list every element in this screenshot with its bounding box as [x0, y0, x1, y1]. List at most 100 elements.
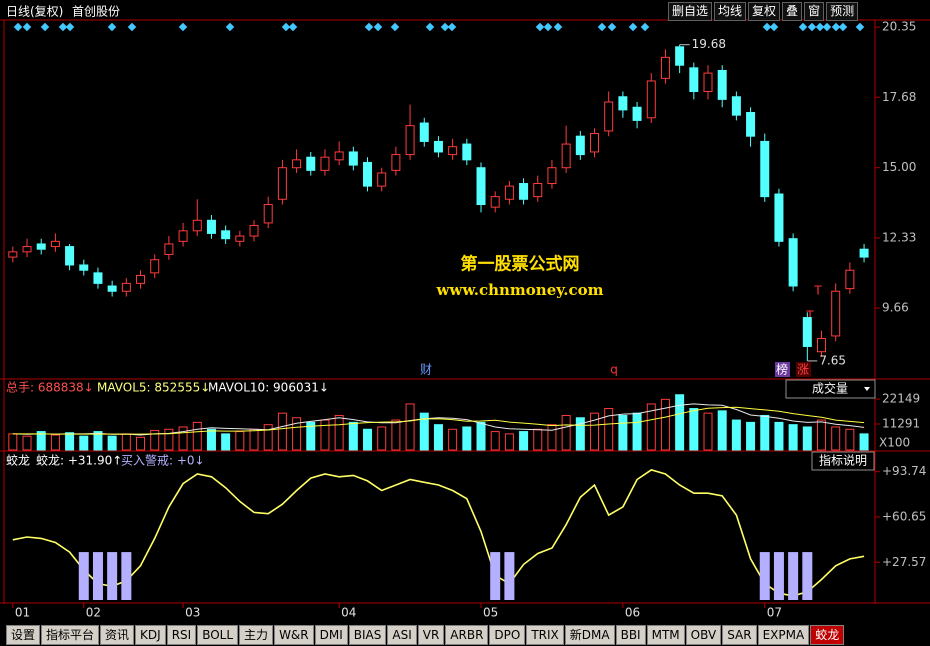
tab[interactable]: TRIX	[526, 625, 564, 645]
tab[interactable]: ARBR	[445, 625, 489, 645]
series-line	[12, 469, 865, 597]
toolbar-button[interactable]: 叠	[782, 2, 803, 21]
signal-icon	[225, 22, 235, 32]
toolbar-button[interactable]: 均线	[714, 2, 747, 21]
tab[interactable]: 蛟龙	[810, 625, 845, 645]
tab[interactable]: RSI	[166, 625, 197, 645]
tab[interactable]: BBI	[615, 625, 646, 645]
dropdown-label[interactable]: 成交量	[812, 381, 848, 396]
volume-bar	[462, 426, 472, 451]
volume-bar	[249, 428, 259, 451]
y-tick-label: 20.35	[882, 20, 916, 34]
volume-bar	[476, 421, 486, 451]
marker: q	[610, 363, 618, 377]
volume-bar	[448, 428, 458, 451]
signal-icon	[769, 22, 779, 32]
dropdown[interactable]	[785, 379, 876, 399]
legend-item: 蛟龙: +31.90↑	[36, 453, 122, 468]
button-label[interactable]: 指标说明	[819, 453, 867, 468]
candle-body	[93, 272, 103, 284]
volume-bar	[79, 435, 89, 451]
volume-bar	[263, 424, 273, 451]
candle-body	[760, 140, 770, 198]
volume-bar	[675, 394, 685, 451]
tab-bar: 设置 指标平台 资讯 KDJ RSI BOLL 主力 W&R DMI BIAS ASI VR ARBR D…	[6, 625, 845, 645]
candle-body	[150, 259, 160, 274]
toolbar-button[interactable]: 删自选	[668, 2, 713, 21]
signal-bar	[773, 552, 784, 600]
candle-body	[575, 135, 585, 156]
candle-body	[774, 193, 784, 242]
button[interactable]	[811, 451, 875, 471]
toolbar-button[interactable]: 复权	[748, 2, 781, 21]
tab[interactable]: ASI	[387, 625, 417, 645]
toolbar-button[interactable]: 窗	[804, 2, 825, 21]
candle-body	[590, 133, 600, 153]
signal-bar	[92, 552, 103, 600]
volume-bar	[22, 435, 32, 451]
candle-body	[164, 243, 174, 255]
candle-body	[448, 146, 458, 156]
series-line	[12, 406, 865, 435]
tab[interactable]: OBV	[685, 625, 722, 645]
volume-bar	[320, 419, 330, 451]
volume-bar	[689, 408, 699, 451]
signal-icon	[553, 22, 563, 32]
tab[interactable]: BIAS	[348, 625, 387, 645]
tab[interactable]: 新DMA	[564, 625, 615, 645]
tab[interactable]: 资讯	[100, 625, 135, 645]
candle-body	[136, 274, 146, 284]
candle-body	[632, 106, 642, 121]
tab[interactable]: MTM	[646, 625, 685, 645]
tab[interactable]: VR	[417, 625, 445, 645]
signal-icon	[798, 22, 808, 32]
tab[interactable]: KDJ	[135, 625, 166, 645]
volume-bar	[391, 419, 401, 451]
signal-icon	[22, 22, 32, 32]
signal-bar	[121, 552, 132, 600]
tab[interactable]: DMI	[314, 625, 348, 645]
candle-body	[788, 238, 798, 287]
marker: T	[805, 309, 814, 323]
candle-body	[604, 101, 614, 132]
tab[interactable]: 设置	[6, 625, 41, 645]
signal-icon	[822, 22, 832, 32]
volume-bar	[107, 435, 117, 451]
tab[interactable]: SAR	[722, 625, 757, 645]
x-tick-label: 06	[625, 606, 640, 620]
volume-bar	[746, 421, 756, 451]
volume-bar	[504, 433, 514, 451]
signal-icon	[127, 22, 137, 32]
volume-bar	[533, 428, 543, 451]
volume-bar	[774, 421, 784, 451]
toolbar-button[interactable]: 预测	[826, 2, 859, 21]
candle-body	[859, 248, 869, 258]
candle-body	[348, 151, 358, 166]
tab[interactable]: BOLL	[197, 625, 239, 645]
volume-bar	[419, 412, 429, 451]
tab[interactable]: W&R	[274, 625, 314, 645]
tab[interactable]: EXPMA	[757, 625, 810, 645]
candle-body	[107, 285, 117, 292]
low-label: 7.65	[819, 353, 846, 367]
signal-icon	[373, 22, 383, 32]
volume-bar	[292, 417, 302, 451]
candle-body	[263, 204, 273, 224]
volume-bar	[618, 414, 628, 451]
candle-body	[8, 251, 18, 258]
volume-bar	[192, 421, 202, 451]
candle-body	[221, 230, 231, 240]
tab[interactable]: 指标平台	[41, 625, 100, 645]
dropdown-arrow[interactable]	[864, 387, 870, 391]
candle-body	[36, 243, 46, 250]
signal-icon	[40, 22, 50, 32]
signal-icon	[425, 22, 435, 32]
tab[interactable]: 主力	[239, 625, 274, 645]
candle-body	[206, 219, 216, 234]
tab[interactable]: DPO	[489, 625, 526, 645]
candle-body	[292, 159, 302, 169]
candle-body	[817, 338, 827, 353]
volume-bar	[178, 426, 188, 451]
period-title: 日线(复权)	[6, 5, 63, 19]
